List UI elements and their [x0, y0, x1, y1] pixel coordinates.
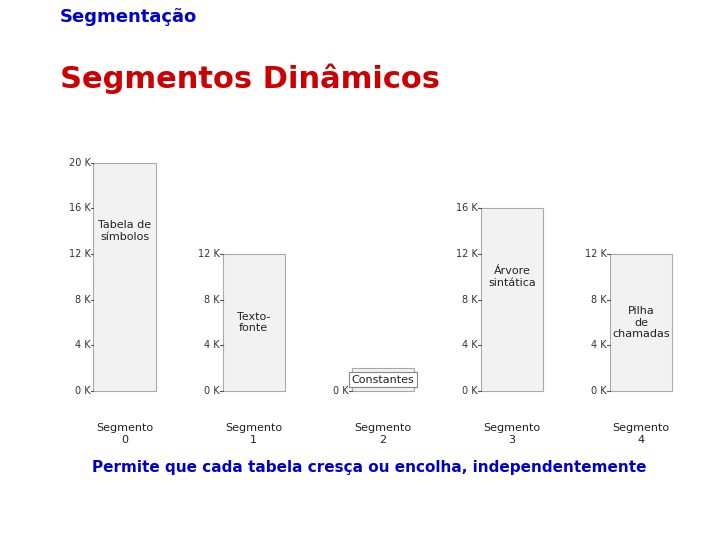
Text: 16 K: 16 K — [69, 204, 91, 213]
Bar — [351, 368, 414, 391]
Text: 12 K: 12 K — [68, 249, 91, 259]
Text: 12 K: 12 K — [198, 249, 220, 259]
Text: 0 K: 0 K — [462, 386, 478, 396]
Bar — [222, 254, 284, 391]
Text: Texto-
fonte: Texto- fonte — [237, 312, 271, 333]
Text: 8 K: 8 K — [462, 295, 478, 305]
Text: Segmento
4: Segmento 4 — [613, 423, 670, 444]
Text: Segmento
3: Segmento 3 — [483, 423, 541, 444]
Bar — [94, 163, 156, 391]
Text: 0 K: 0 K — [204, 386, 220, 396]
Text: 12 K: 12 K — [456, 249, 478, 259]
Text: Segmentos Dinâmicos: Segmentos Dinâmicos — [60, 64, 440, 94]
Text: 4 K: 4 K — [75, 340, 91, 350]
Text: 8 K: 8 K — [591, 295, 607, 305]
Text: Segmento
0: Segmento 0 — [96, 423, 153, 444]
Text: 4 K: 4 K — [204, 340, 220, 350]
Text: 8 K: 8 K — [204, 295, 220, 305]
Bar — [610, 254, 672, 391]
Text: 20 K: 20 K — [68, 158, 91, 167]
Text: 16 K: 16 K — [456, 204, 478, 213]
Text: Segmentação: Segmentação — [60, 8, 197, 25]
Bar — [481, 208, 543, 391]
Text: 0 K: 0 K — [591, 386, 607, 396]
Text: 4 K: 4 K — [462, 340, 478, 350]
Text: Constantes: Constantes — [351, 375, 414, 384]
Text: 12 K: 12 K — [585, 249, 607, 259]
Text: Segmento
2: Segmento 2 — [354, 423, 411, 444]
Text: 4 K: 4 K — [591, 340, 607, 350]
Text: Tabela de
símbolos: Tabela de símbolos — [98, 220, 151, 242]
Text: Árvore
sintática: Árvore sintática — [488, 266, 536, 288]
Text: 8 K: 8 K — [75, 295, 91, 305]
Text: Permite que cada tabela cresça ou encolha, independentemente: Permite que cada tabela cresça ou encolh… — [91, 460, 647, 475]
Text: 0 K: 0 K — [75, 386, 91, 396]
Text: 0 K: 0 K — [333, 386, 348, 396]
Text: Segmento
1: Segmento 1 — [225, 423, 282, 444]
Text: Pilha
de
chamadas: Pilha de chamadas — [612, 306, 670, 339]
